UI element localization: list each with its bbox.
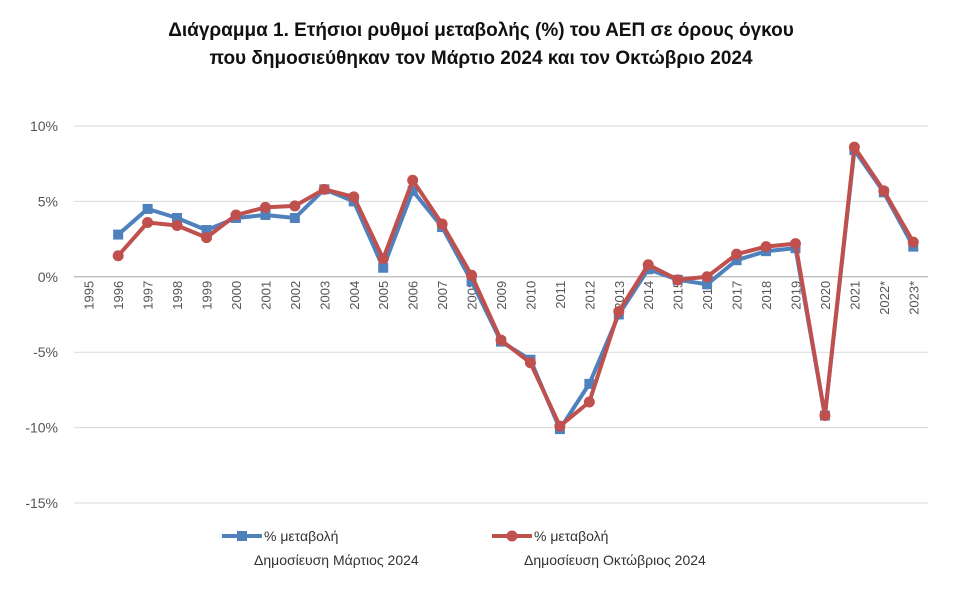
legend-swatch-march — [222, 531, 262, 541]
x-tick-label: 2003 — [317, 281, 332, 310]
data-point-october — [230, 209, 242, 221]
y-axis-labels: 10% 5% 0% -5% -10% -15% — [25, 118, 58, 511]
data-point-october — [672, 274, 684, 286]
x-tick-label: 2004 — [347, 281, 362, 310]
legend-label-march-line1: % μεταβολή — [264, 528, 339, 544]
x-tick-label: 2021 — [847, 281, 862, 310]
data-point-march — [201, 225, 212, 236]
data-point-october — [112, 250, 124, 262]
y-tick-label: 0% — [38, 269, 58, 285]
x-tick-label: 2005 — [376, 281, 391, 310]
x-tick-label: 1999 — [200, 281, 215, 310]
data-point-march — [142, 203, 153, 214]
data-point-october — [259, 201, 271, 213]
data-point-october — [466, 269, 478, 281]
chart-subtitle: που δημοσιεύθηκαν τον Μάρτιο 2024 και το… — [209, 48, 753, 69]
data-point-october — [819, 410, 831, 422]
x-tick-label: 2010 — [523, 281, 538, 310]
x-tick-label: 2012 — [582, 281, 597, 310]
x-tick-label: 2001 — [258, 281, 273, 310]
x-tick-label: 2011 — [553, 281, 568, 309]
x-tick-label: 2022* — [877, 281, 892, 315]
x-tick-label: 2009 — [494, 281, 509, 310]
x-tick-label: 2000 — [229, 281, 244, 310]
data-point-october — [613, 305, 625, 317]
data-point-october — [348, 191, 360, 203]
data-point-october — [142, 217, 154, 229]
legend-label-october-line1: % μεταβολή — [534, 528, 609, 544]
y-tick-label: -5% — [33, 344, 58, 360]
x-tick-label: 2002 — [288, 281, 303, 310]
data-point-october — [171, 220, 183, 232]
data-point-march — [172, 212, 183, 223]
series-line-october — [116, 145, 916, 429]
x-tick-label: 2020 — [818, 281, 833, 310]
data-point-march — [731, 255, 742, 266]
data-point-october — [554, 420, 566, 432]
data-point-october — [907, 236, 919, 248]
data-point-march — [289, 212, 300, 223]
legend-label-october-line2: Δημοσίευση Οκτώβριος 2024 — [524, 552, 706, 568]
y-tick-label: -10% — [25, 420, 58, 436]
data-point-october — [760, 241, 772, 253]
data-point-march — [407, 185, 418, 196]
data-point-march — [378, 262, 389, 273]
x-tick-label: 2017 — [730, 281, 745, 310]
x-tick-label: 2014 — [641, 281, 656, 310]
x-tick-label: 2015 — [671, 281, 686, 310]
data-point-march — [466, 276, 477, 287]
x-tick-label: 1997 — [141, 281, 156, 310]
data-point-october — [789, 238, 801, 250]
data-point-october — [878, 185, 890, 197]
x-tick-label: 1996 — [111, 281, 126, 310]
data-point-october — [848, 141, 860, 153]
legend-swatch-october — [492, 530, 532, 542]
x-axis-labels: 1995 1996 1997 1998 1999 2000 2001 2002 2003 2004… — [82, 281, 922, 315]
data-point-october — [289, 200, 301, 212]
data-point-october — [318, 183, 330, 195]
gridlines — [74, 125, 928, 504]
data-point-march — [584, 378, 595, 389]
data-point-october — [701, 271, 713, 283]
x-tick-label: 2007 — [435, 281, 450, 310]
chart-title: Διάγραμμα 1. Ετήσιοι ρυθμοί μεταβολής (%… — [168, 20, 794, 41]
x-tick-label: 1998 — [170, 281, 185, 310]
y-tick-label: -15% — [25, 495, 58, 511]
data-point-october — [436, 218, 448, 230]
x-tick-label: 2018 — [759, 281, 774, 310]
data-point-march — [260, 209, 271, 220]
x-tick-label: 2006 — [406, 281, 421, 310]
data-point-october — [642, 259, 654, 271]
data-point-march — [702, 279, 713, 290]
y-tick-label: 5% — [38, 193, 58, 209]
data-point-october — [407, 174, 419, 186]
data-point-october — [524, 357, 536, 369]
data-point-october — [495, 334, 507, 346]
data-point-october — [377, 253, 389, 265]
x-tick-label: 1995 — [82, 281, 97, 310]
series-lines — [112, 141, 919, 435]
data-point-march — [113, 229, 124, 240]
data-point-october — [731, 248, 743, 260]
legend-label-march-line2: Δημοσίευση Μάρτιος 2024 — [254, 552, 419, 568]
x-tick-label: 2023* — [906, 281, 921, 315]
y-tick-label: 10% — [30, 118, 58, 134]
x-tick-label: 2019 — [788, 281, 803, 310]
data-point-october — [583, 396, 595, 408]
data-point-october — [201, 232, 213, 244]
